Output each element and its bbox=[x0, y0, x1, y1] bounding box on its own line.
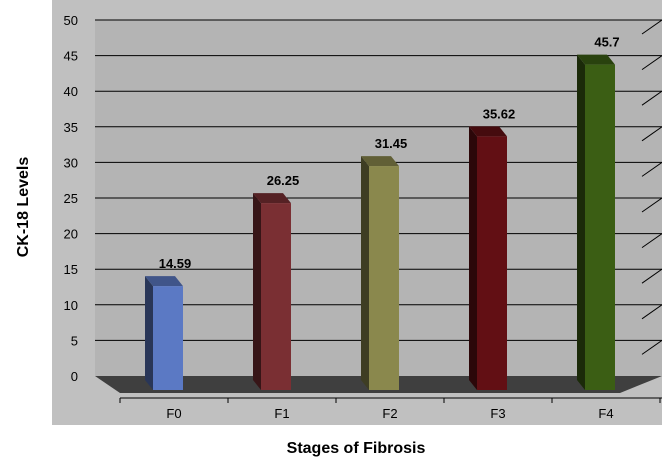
bar-front-face bbox=[153, 286, 183, 390]
gridline-side bbox=[641, 304, 662, 320]
gridline-side bbox=[641, 197, 662, 213]
y-axis-title: CK-18 Levels bbox=[15, 157, 32, 258]
gridline-side bbox=[641, 90, 662, 106]
data-labels: 14.59 26.25 31.45 35.62 45.7 bbox=[159, 35, 620, 272]
y-tick-label: 30 bbox=[64, 155, 78, 170]
bar-F0 bbox=[145, 276, 183, 390]
bar-top-face bbox=[577, 54, 615, 65]
gridline-side bbox=[641, 19, 662, 35]
y-tick-label: 40 bbox=[64, 84, 78, 99]
data-label: 35.62 bbox=[483, 106, 516, 121]
gridline-side bbox=[641, 126, 662, 142]
bar-F3 bbox=[469, 126, 507, 391]
data-label: 45.7 bbox=[594, 35, 619, 50]
bar-top-face bbox=[469, 126, 507, 137]
bar-side-face bbox=[145, 276, 153, 390]
bar-front-face bbox=[369, 166, 399, 390]
x-tick-label: F2 bbox=[382, 406, 397, 421]
bar-side-face bbox=[361, 156, 369, 390]
x-axis: F0 F1 F2 F3 F4 bbox=[119, 397, 662, 421]
y-tick-label: 20 bbox=[64, 227, 78, 242]
gridline-side bbox=[641, 268, 662, 284]
bar-top-face bbox=[361, 156, 399, 167]
bar-side-face bbox=[469, 126, 477, 391]
bar-top-face bbox=[145, 276, 183, 287]
bar-front-face bbox=[477, 136, 507, 390]
gridline-side bbox=[641, 161, 662, 177]
data-label: 14.59 bbox=[159, 256, 192, 271]
data-label: 26.25 bbox=[267, 173, 300, 188]
bar-F1 bbox=[253, 193, 291, 390]
y-tick-label: 45 bbox=[64, 49, 78, 64]
gridline-side bbox=[641, 55, 662, 71]
x-tick-label: F1 bbox=[274, 406, 289, 421]
y-tick-label: 15 bbox=[64, 262, 78, 277]
x-tick-label: F4 bbox=[598, 406, 613, 421]
y-axis-ticks: 0 5 10 15 20 25 30 35 40 45 50 bbox=[64, 13, 78, 384]
data-label: 31.45 bbox=[375, 136, 408, 151]
x-tick-label: F0 bbox=[166, 406, 181, 421]
bars bbox=[145, 54, 615, 391]
y-tick-label: 10 bbox=[64, 298, 78, 313]
gridline-side bbox=[641, 233, 662, 249]
y-tick-label: 5 bbox=[71, 333, 78, 348]
y-tick-label: 25 bbox=[64, 191, 78, 206]
bar-side-face bbox=[577, 54, 585, 391]
x-axis-title: Stages of Fibrosis bbox=[287, 440, 426, 457]
bar-F4 bbox=[577, 54, 615, 391]
bar-side-face bbox=[253, 193, 261, 390]
y-tick-label: 35 bbox=[64, 120, 78, 135]
bar-front-face bbox=[261, 203, 291, 390]
x-tick-label: F3 bbox=[490, 406, 505, 421]
y-tick-label: 50 bbox=[64, 13, 78, 28]
gridline-side bbox=[641, 339, 662, 355]
bar-top-face bbox=[253, 193, 291, 204]
y-tick-label: 0 bbox=[71, 369, 78, 384]
bar-F2 bbox=[361, 156, 399, 390]
bar-front-face bbox=[585, 64, 615, 390]
